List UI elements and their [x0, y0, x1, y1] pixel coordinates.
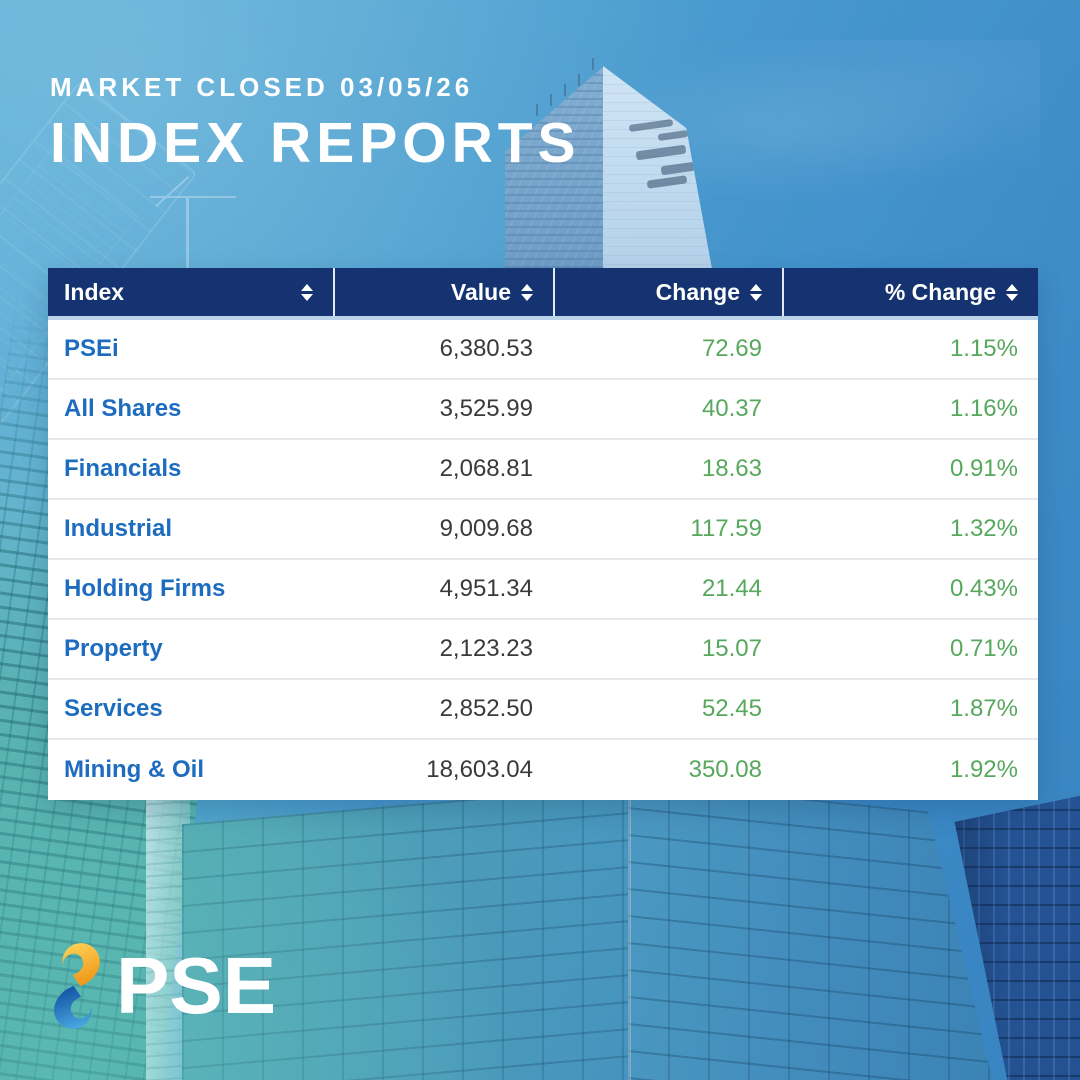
tower-antenna	[592, 58, 594, 70]
table-row: Holding Firms 4,951.34 21.44 0.43%	[48, 560, 1038, 620]
value-cell: 2,852.50	[439, 695, 533, 722]
value-cell: 9,009.68	[439, 515, 533, 542]
change-cell: 40.37	[701, 395, 762, 422]
sort-arrows-icon[interactable]	[301, 283, 313, 301]
index-table: Index Value Change % Change PSEi 6,380.53 72.…	[48, 268, 1038, 800]
tower-antenna	[536, 104, 538, 116]
value-cell: 4,951.34	[439, 575, 533, 602]
pse-swoosh-icon	[54, 943, 100, 1029]
sort-arrows-icon[interactable]	[750, 283, 762, 301]
table-row: Financials 2,068.81 18.63 0.91%	[48, 440, 1038, 500]
index-name-cell: PSEi	[64, 335, 119, 362]
table-row: Mining & Oil 18,603.04 350.08 1.92%	[48, 740, 1038, 800]
change-cell: 18.63	[701, 455, 762, 482]
index-name-cell: Holding Firms	[64, 575, 226, 602]
tower-antenna	[578, 74, 580, 86]
index-name-cell: Industrial	[64, 515, 173, 542]
value-cell: 3,525.99	[439, 395, 533, 422]
value-cell: 2,123.23	[439, 635, 533, 662]
column-label: % Change	[884, 278, 996, 305]
value-cell: 2,068.81	[439, 455, 533, 482]
page-title: INDEX REPORTS	[50, 111, 581, 175]
column-header-change[interactable]: Change	[553, 268, 782, 316]
table-row: Property 2,123.23 15.07 0.71%	[48, 620, 1038, 680]
pct-change-cell: 1.92%	[949, 756, 1018, 783]
sort-arrows-icon[interactable]	[521, 283, 533, 301]
table-row: Services 2,852.50 52.45 1.87%	[48, 680, 1038, 740]
change-cell: 15.07	[701, 635, 762, 662]
pct-change-cell: 1.87%	[949, 695, 1018, 722]
column-label: Change	[655, 278, 740, 305]
index-name-cell: Financials	[64, 455, 182, 482]
masthead: MARKET CLOSED 03/05/26 INDEX REPORTS	[50, 72, 581, 172]
construction-crane	[150, 176, 245, 288]
table-row: Industrial 9,009.68 117.59 1.32%	[48, 500, 1038, 560]
column-header-index[interactable]: Index	[48, 268, 333, 316]
value-cell: 18,603.04	[426, 756, 533, 783]
pct-change-cell: 0.71%	[949, 635, 1018, 662]
pct-change-cell: 1.15%	[949, 335, 1018, 362]
change-cell: 350.08	[688, 756, 762, 783]
index-name-cell: Mining & Oil	[64, 756, 204, 783]
tower-antenna	[564, 84, 566, 96]
pse-logo: PSE	[48, 940, 276, 1032]
table-header-row: Index Value Change % Change	[48, 268, 1038, 320]
change-cell: 21.44	[701, 575, 762, 602]
glass-building-left-face	[182, 785, 630, 1080]
pse-logo-text: PSE	[116, 941, 277, 1030]
pct-change-cell: 1.32%	[949, 515, 1018, 542]
index-name-cell: Property	[64, 635, 163, 662]
index-name-cell: All Shares	[64, 395, 182, 422]
pct-change-cell: 1.16%	[949, 395, 1018, 422]
change-cell: 117.59	[690, 515, 762, 542]
index-table-body: PSEi 6,380.53 72.69 1.15% All Shares 3,525.99…	[48, 320, 1038, 800]
tower-antenna	[550, 94, 552, 106]
table-row: All Shares 3,525.99 40.37 1.16%	[48, 380, 1038, 440]
column-label: Index	[64, 278, 125, 305]
pct-change-cell: 0.91%	[949, 455, 1018, 482]
change-cell: 52.45	[701, 695, 762, 722]
sort-arrows-icon[interactable]	[1006, 283, 1018, 301]
change-cell: 72.69	[701, 335, 762, 362]
column-header-change[interactable]: % Change	[782, 268, 1038, 316]
pct-change-cell: 0.43%	[949, 575, 1018, 602]
market-status: MARKET CLOSED 03/05/26	[50, 72, 474, 102]
index-name-cell: Services	[64, 695, 163, 722]
column-label: Value	[450, 278, 511, 305]
table-row: PSEi 6,380.53 72.69 1.15%	[48, 320, 1038, 380]
column-header-value[interactable]: Value	[333, 268, 553, 316]
value-cell: 6,380.53	[439, 335, 533, 362]
